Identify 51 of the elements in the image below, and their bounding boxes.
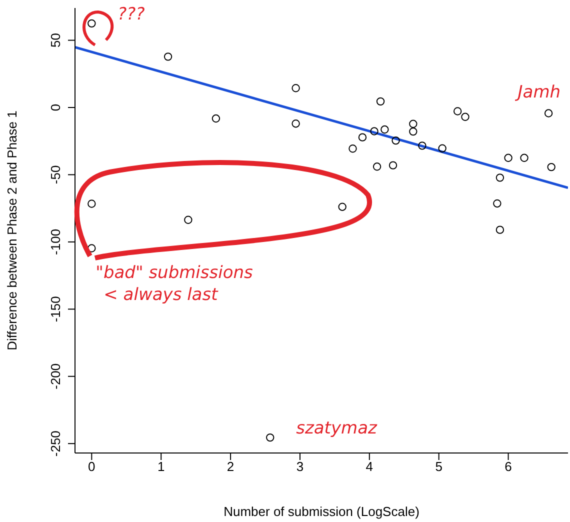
point (338, 202, 346, 211)
point (292, 120, 300, 128)
point (376, 97, 385, 106)
point (212, 114, 220, 123)
point (184, 216, 192, 224)
point (409, 120, 418, 128)
y-tick-label: -250 (48, 430, 63, 457)
point (388, 161, 398, 170)
point (370, 127, 378, 136)
x-tick-label: 2 (226, 459, 234, 474)
point (292, 84, 300, 92)
point (453, 107, 462, 116)
point (496, 174, 504, 182)
x-tick-label: 4 (366, 459, 374, 474)
point (520, 154, 528, 162)
x-tick-label: 1 (157, 459, 165, 474)
x-tick-label: 6 (504, 459, 512, 474)
point (380, 125, 389, 134)
x-tick-label: 0 (88, 459, 96, 474)
point (418, 142, 426, 150)
point (88, 200, 96, 208)
point (496, 226, 504, 234)
x-tick-label: 3 (296, 459, 304, 474)
point (547, 162, 556, 172)
point (438, 144, 446, 152)
y-tick-label: -100 (48, 228, 63, 255)
annotation: "bad" submissions < always last (96, 263, 254, 306)
y-axis-title: Difference between Phase 2 and Phase 1 (4, 110, 20, 350)
y-tick-label: -200 (48, 363, 63, 390)
point (266, 433, 274, 442)
y-tick-label: -50 (48, 165, 63, 184)
x-tick-label: 5 (435, 459, 442, 474)
point (372, 162, 382, 171)
point (88, 19, 96, 28)
annotation: Jamh (514, 82, 561, 102)
annotation: ??? (118, 4, 145, 24)
y-tick-label: 0 (48, 104, 63, 112)
x-axis-title: Number of submission (LogScale) (224, 504, 420, 519)
point (358, 133, 367, 142)
point (348, 144, 357, 153)
point (392, 136, 400, 145)
point (461, 112, 470, 121)
point (493, 199, 502, 208)
y-tick-label: 50 (48, 33, 63, 48)
annotation: szatymaz (296, 418, 378, 439)
y-tick-label: -150 (48, 296, 63, 322)
point (504, 154, 512, 162)
point (88, 244, 96, 252)
point (544, 109, 553, 118)
point (164, 52, 172, 61)
point (409, 127, 418, 136)
